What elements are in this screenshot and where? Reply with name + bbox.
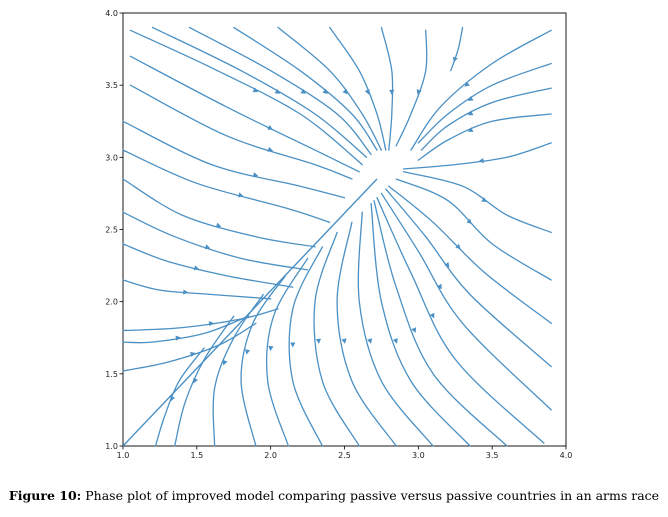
streamline-lower-right <box>370 202 471 447</box>
figure-caption-text: Phase plot of improved model comparing p… <box>85 488 660 503</box>
streamline-lower-right <box>336 221 397 447</box>
streamline-arrow <box>204 244 211 250</box>
streamline-upper-left <box>129 84 353 180</box>
axes-group: 1.0 1.5 2.0 2.5 3.0 3.5 4.0 1.0 1.5 2.0 2.5 3.0 3.5 4… <box>105 9 572 460</box>
streamline-right <box>385 188 552 368</box>
streamline-arrow <box>367 338 373 344</box>
streamline-upper-left <box>122 243 294 288</box>
streamline-arrow <box>208 321 215 327</box>
streamline-arrow <box>193 265 200 271</box>
streamline-arrow <box>252 87 259 93</box>
streamline-arrow <box>429 312 435 319</box>
streamline-upper-left <box>129 55 360 173</box>
streamline-right <box>395 178 552 281</box>
streamline-upper-right <box>417 113 552 161</box>
streamline-arrow <box>444 262 450 268</box>
streamline-arrow <box>411 327 417 333</box>
streamline-arrow <box>268 345 274 352</box>
streamline-upper-left <box>122 149 331 223</box>
streamline-upper-left <box>122 120 346 199</box>
streamline-arrow <box>189 351 196 357</box>
streamline-arrow <box>416 89 422 95</box>
streamline-top <box>329 26 387 151</box>
y-tick-label: 2.0 <box>105 298 118 307</box>
y-tick-label: 1.0 <box>105 442 118 451</box>
streamline-upper-left <box>122 308 279 332</box>
streamline-arrow <box>274 88 281 94</box>
streamline-arrow <box>267 146 274 152</box>
streamline-arrow <box>290 342 296 348</box>
streamline-arrow <box>464 81 470 87</box>
streamline-bottom <box>174 315 235 447</box>
streamline-bottom <box>266 257 309 447</box>
phase-plot: 1.0 1.5 2.0 2.5 3.0 3.5 4.0 1.0 1.5 2.0 2.5 3.0 3.5 4… <box>105 9 572 460</box>
streamline-arrow <box>175 335 181 341</box>
streamline-lower-right <box>357 211 434 447</box>
streamline-arrow <box>252 172 259 178</box>
streamline-bottom <box>240 275 287 447</box>
streamline-upper-right <box>410 29 552 151</box>
streamline-right <box>388 185 552 324</box>
streamline-arrow <box>300 88 306 94</box>
streamline-arrow <box>244 349 251 355</box>
streamline-arrow <box>342 88 348 95</box>
streamline-arrow <box>452 56 458 63</box>
streamline-upper-right <box>417 62 552 144</box>
streamline-upper-left <box>122 178 316 248</box>
y-tick-label: 3.5 <box>105 81 118 90</box>
streamline-lower-right <box>373 199 508 447</box>
streamline-arrow <box>267 125 273 130</box>
y-tick-label: 1.5 <box>105 370 118 379</box>
streamline-arrow <box>238 192 244 198</box>
y-tick-label: 4.0 <box>105 9 118 18</box>
x-tick-label: 4.0 <box>560 451 573 460</box>
streamline-top <box>450 26 464 72</box>
streamline-arrow <box>222 359 228 366</box>
separatrix-line <box>122 178 378 447</box>
streamline-upper-left <box>122 211 309 271</box>
x-tick-label: 3.5 <box>486 451 499 460</box>
x-tick-label: 2.0 <box>264 451 277 460</box>
streamline-arrow <box>455 243 461 250</box>
streamline-arrow <box>478 158 484 164</box>
streamline-upper-left <box>129 29 363 166</box>
figure-label: Figure 10: <box>8 488 82 503</box>
streamline-arrow <box>467 127 474 133</box>
streamline-arrow <box>466 218 472 225</box>
x-tick-label: 3.0 <box>412 451 425 460</box>
streamline-arrow <box>436 283 442 290</box>
x-tick-label: 1.5 <box>190 451 203 460</box>
streamline-arrow <box>322 88 328 94</box>
streamline-lower-right <box>313 231 360 447</box>
streamline-arrow <box>341 338 347 344</box>
streamline-arrow <box>193 377 199 384</box>
figure-caption: Figure 10: Phase plot of improved model … <box>0 488 668 503</box>
streamline-arrow <box>392 338 398 344</box>
y-tick-label: 3.0 <box>105 153 118 162</box>
streamline-arrow <box>170 395 176 402</box>
streamline-bottom <box>288 246 324 447</box>
streamline-right <box>376 197 545 444</box>
x-tick-label: 2.5 <box>338 451 351 460</box>
plot-area <box>122 12 567 447</box>
streamline-arrow <box>215 222 222 228</box>
streamline-arrow <box>467 96 474 101</box>
streamline-arrow <box>183 289 189 295</box>
streamline-arrow <box>364 89 370 95</box>
streamline-top <box>188 26 372 156</box>
streamline-arrow <box>389 89 395 95</box>
streamline-arrow <box>481 197 487 202</box>
streamline-right <box>380 192 552 411</box>
streamline-arrow <box>315 338 322 344</box>
x-tick-label: 1.0 <box>117 451 130 460</box>
y-tick-label: 2.5 <box>105 226 118 235</box>
streamline-arrow <box>467 110 474 116</box>
streamline-upper-right <box>420 87 552 151</box>
streamlines-group <box>122 26 552 447</box>
